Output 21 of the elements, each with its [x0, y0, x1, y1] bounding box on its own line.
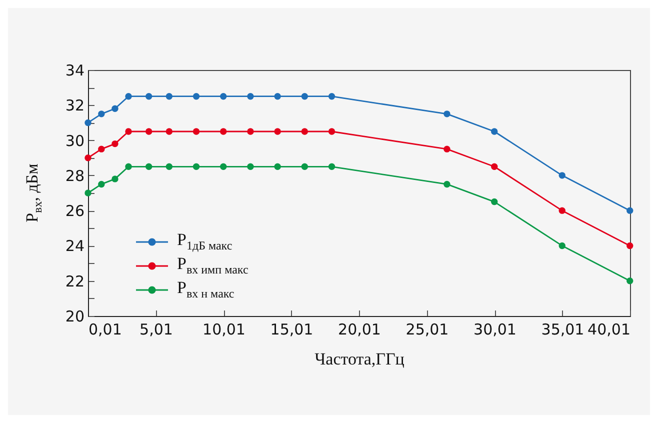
x-tick-label: 40,01 — [588, 320, 630, 338]
x-tick-label: 10,01 — [202, 320, 246, 338]
x-tick-label: 30,01 — [474, 320, 516, 338]
y-tick-label: 22 — [65, 272, 84, 290]
y-tick-label: 30 — [65, 132, 84, 150]
x-tick-label: 15,01 — [270, 320, 314, 338]
y-tick-label: 26 — [65, 202, 84, 220]
y-tick-label: 34 — [65, 62, 84, 80]
y-tick-label: 20 — [65, 308, 84, 326]
y-tick-label: 32 — [65, 96, 84, 115]
x-axis-title: Частота,ГГц — [314, 350, 404, 368]
legend-label: P$_{1дБ макс}$ — [177, 230, 232, 254]
x-tick-label: 20,01 — [338, 320, 381, 338]
y-tick-label: 28 — [65, 166, 84, 185]
x-tick-label: 5,01 — [140, 320, 173, 338]
x-tick-label: 0,01 — [88, 320, 122, 338]
x-tick-label: 35,01 — [541, 320, 584, 338]
legend-label: P$_{вх имп макс}$ — [177, 254, 248, 278]
x-tick-label: 25,01 — [406, 320, 449, 338]
y-tick-label: 24 — [65, 237, 84, 256]
legend-label: P$_{вх н макс}$ — [177, 278, 234, 302]
